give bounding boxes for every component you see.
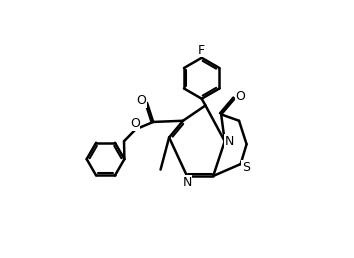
Text: F: F: [198, 44, 205, 57]
Text: O: O: [235, 90, 245, 103]
Text: S: S: [242, 161, 250, 174]
Text: N: N: [224, 135, 234, 148]
Text: O: O: [136, 94, 146, 107]
Text: O: O: [130, 117, 140, 130]
Text: N: N: [182, 176, 192, 189]
